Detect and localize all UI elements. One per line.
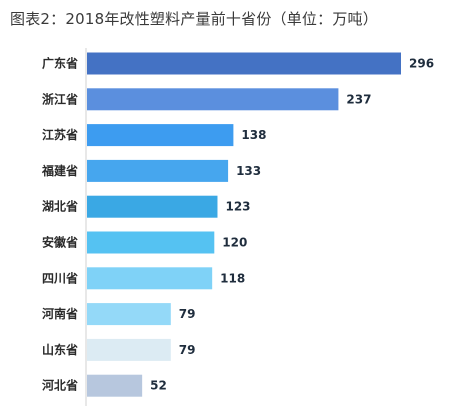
chart-title: 图表2：2018年改性塑料产量前十省份（单位：万吨） <box>10 10 378 28</box>
bar <box>87 338 171 361</box>
value-label: 237 <box>346 92 371 106</box>
bar <box>87 195 218 218</box>
bar <box>87 88 339 111</box>
bar <box>87 159 229 182</box>
category-label: 浙江省 <box>42 91 78 106</box>
bar <box>87 267 213 290</box>
value-label: 123 <box>225 200 250 214</box>
category-label: 山东省 <box>42 342 78 357</box>
value-label: 79 <box>179 343 196 357</box>
value-label: 296 <box>409 57 434 71</box>
bar <box>87 303 171 326</box>
category-label: 河南省 <box>41 306 78 321</box>
value-label: 79 <box>179 307 196 321</box>
value-label: 118 <box>220 271 245 285</box>
bar <box>87 374 143 397</box>
category-label: 安徽省 <box>42 235 78 250</box>
bar <box>87 124 234 147</box>
category-label: 四川省 <box>42 270 78 285</box>
value-label: 138 <box>241 128 266 142</box>
bar <box>87 52 401 75</box>
value-label: 52 <box>150 379 167 393</box>
category-label: 河北省 <box>41 378 78 393</box>
category-label: 福建省 <box>41 163 78 178</box>
bars-group: 广东省 296 浙江省 237 江苏省 138 福建省 133 湖北省 123 安徽省 120 四川省 1… <box>41 52 434 397</box>
category-label: 广东省 <box>42 56 78 71</box>
category-label: 湖北省 <box>42 199 78 214</box>
value-label: 133 <box>236 164 261 178</box>
bar <box>87 231 215 254</box>
category-label: 江苏省 <box>42 127 78 142</box>
value-label: 120 <box>222 236 247 250</box>
